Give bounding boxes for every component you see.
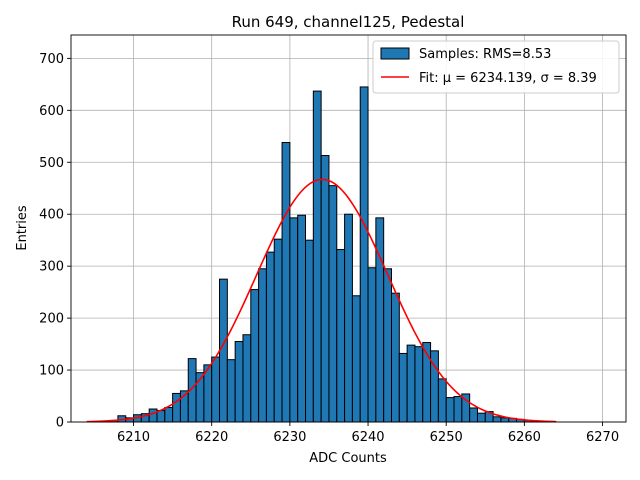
y-tick-label: 700 (39, 52, 64, 67)
histogram-bar (312, 90, 322, 423)
legend-box (372, 40, 620, 94)
chart-title: Run 649, channel125, Pedestal (232, 13, 465, 31)
y-tick-label: 600 (39, 104, 64, 119)
histogram-bar (242, 334, 252, 423)
y-tick-label: 200 (39, 312, 64, 327)
x-axis-ticks: 6210 6220 6230 6240 6250 6260 6270 (117, 422, 619, 445)
histogram-bar (265, 251, 275, 423)
histogram-bar (414, 346, 424, 423)
histogram-bar (390, 292, 400, 423)
x-tick-label: 6250 (430, 430, 463, 445)
histogram-bars (93, 86, 557, 423)
histogram-bar (492, 416, 502, 423)
x-tick-label: 6230 (273, 430, 306, 445)
y-axis-label: Entries (15, 205, 30, 251)
histogram-bar (289, 217, 299, 423)
legend-samples-label: Samples: RMS=8.53 (419, 47, 551, 62)
histogram-bar (219, 278, 228, 423)
histogram-bar (359, 86, 369, 423)
x-tick-label: 6240 (351, 430, 384, 445)
histogram-bar (164, 406, 174, 423)
histogram-bar (281, 142, 291, 423)
legend: Samples: RMS=8.53 Fit: μ = 6234.139, σ =… (372, 40, 620, 94)
histogram-bar (469, 407, 478, 423)
histogram-bar (172, 392, 181, 423)
histogram-bar (234, 340, 244, 423)
x-tick-label: 6270 (586, 430, 619, 445)
plot-frame (70, 34, 627, 423)
histogram-bar (305, 239, 314, 423)
histogram-bar (148, 408, 158, 423)
histogram-bar (328, 185, 338, 423)
histogram-bar (250, 289, 260, 423)
histogram-bar (367, 267, 377, 423)
histogram-bar (398, 352, 408, 423)
legend-samples-swatch (380, 47, 410, 60)
x-tick-label: 6260 (508, 430, 541, 445)
histogram-bar (320, 155, 330, 423)
y-tick-label: 400 (39, 208, 64, 223)
histogram-bar (375, 217, 385, 423)
histogram-bar (336, 249, 346, 423)
histogram-bar (211, 356, 221, 423)
histogram-bar (344, 213, 353, 423)
histogram-bar (437, 378, 447, 423)
gaussian-fit-curve (86, 178, 556, 423)
histogram-bar (453, 396, 463, 423)
x-tick-label: 6220 (195, 430, 228, 445)
y-tick-label: 100 (39, 364, 64, 379)
histogram-bar (351, 295, 361, 423)
histogram-bar (476, 412, 486, 423)
y-tick-label: 0 (56, 416, 64, 431)
x-axis-label: ADC Counts (309, 451, 387, 466)
histogram-bar (258, 268, 267, 423)
histogram-bar (297, 214, 307, 423)
histogram-bar (226, 359, 236, 423)
histogram-bar (383, 268, 392, 423)
histogram-bar (273, 238, 283, 423)
grid-lines (71, 35, 626, 423)
y-tick-label: 300 (39, 260, 64, 275)
y-tick-label: 500 (39, 156, 64, 171)
histogram-bar (500, 417, 510, 423)
histogram-bar (445, 397, 455, 423)
x-tick-label: 6210 (117, 430, 150, 445)
y-axis-ticks: 0 100 200 300 400 500 600 700 (39, 52, 71, 431)
histogram-bar (156, 410, 166, 423)
legend-fit-label: Fit: μ = 6234.139, σ = 8.39 (419, 71, 597, 86)
histogram-bar (406, 344, 416, 423)
